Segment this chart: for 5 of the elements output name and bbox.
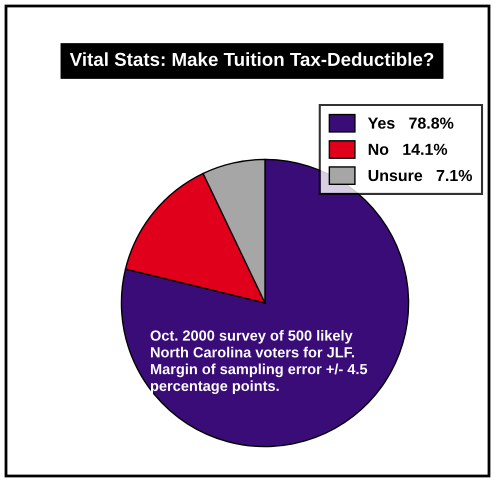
text: Oct. 2000 survey of 500 likely North Carolina voters for JLF. Margin of sampling error +/- 4.5 percentage points. <box>150 330 368 394</box>
legend-label: Yes 78.8% <box>368 117 454 129</box>
legend-label: No 14.1% <box>368 144 448 155</box>
chart-title: Vital Stats: Make Tuition Tax-Deductible? <box>70 52 434 66</box>
legend-label: Unsure 7.1% <box>368 170 472 182</box>
